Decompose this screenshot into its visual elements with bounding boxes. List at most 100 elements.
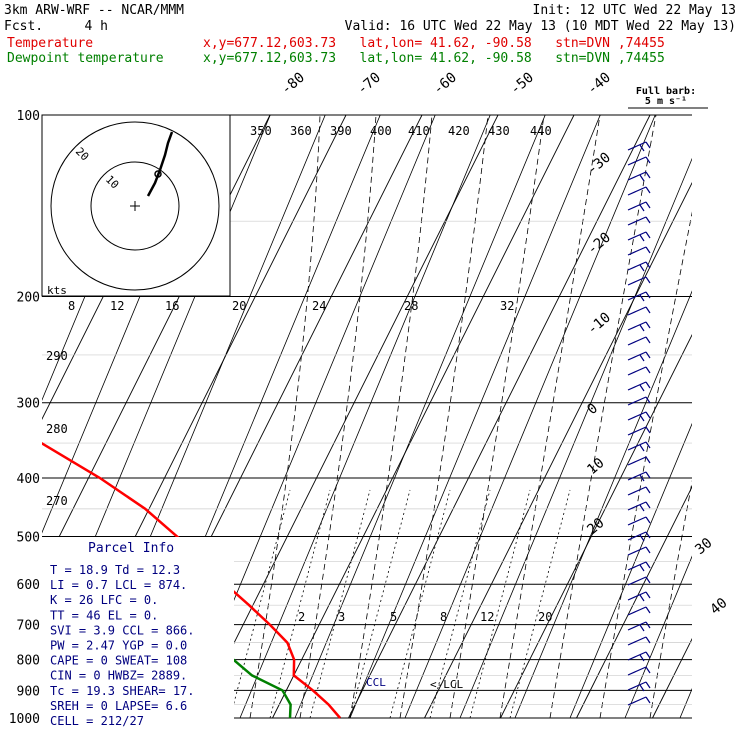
theta-tick-label: 390 — [330, 124, 352, 138]
mixing-ratio-line — [429, 489, 491, 719]
moist-adiabat-line — [449, 115, 545, 719]
mixing-ratio-line — [269, 489, 331, 719]
hodograph-center-mark — [130, 201, 140, 211]
series-dewpoint-line — [42, 538, 292, 719]
theta-tick-label: 440 — [530, 124, 552, 138]
temperature-tick-label: -40 — [584, 70, 614, 99]
wind-barb — [627, 621, 651, 632]
wind-barb — [627, 171, 651, 182]
storm-motion-marker — [154, 170, 162, 178]
wind-barb — [627, 426, 651, 436]
wind-barb — [627, 291, 651, 302]
legend-temperature: Temperature — [7, 36, 93, 51]
parcel-info-row: Tc = 19.3 SHEAR= 17. — [50, 684, 195, 698]
mixing-ratio-line — [349, 489, 411, 719]
mixing-ratio-tick-label: 24 — [312, 299, 326, 313]
mixing-ratio-tick-label: 16 — [165, 299, 179, 313]
wind-barb — [627, 261, 651, 272]
pressure-tick-label: 1000 — [9, 712, 40, 727]
pressure-tick-label: 200 — [17, 291, 40, 306]
barb-legend-title: Full barb: — [636, 86, 696, 97]
wind-barb — [627, 351, 651, 362]
temperature-tick-label: -10 — [584, 310, 614, 339]
dry-adiabat-line — [569, 422, 692, 719]
parcel-info-row: SVI = 3.9 CCL = 866. — [50, 623, 195, 637]
wind-barb — [627, 651, 651, 662]
wind-barb — [627, 516, 651, 526]
dewpoint-location-info: x,y=677.12,603.73 lat,lon= 41.62, -90.58… — [203, 51, 665, 66]
parcel-info-title: Parcel Info — [88, 541, 174, 556]
lcl-annotation: <-LCL — [430, 678, 463, 691]
theta-tick-label: 280 — [46, 422, 68, 436]
wind-barb — [627, 561, 651, 572]
parcel-info-row: CELL = 212/27 — [50, 714, 144, 728]
isotherm-line — [500, 333, 692, 719]
dry-adiabat-line — [624, 555, 692, 719]
ccl-annotation: CCL — [366, 676, 386, 689]
mixing-ratio-tick-label: 28 — [404, 299, 418, 313]
theta-tick-label: 360 — [290, 124, 312, 138]
dry-adiabat-line — [514, 290, 692, 719]
dry-adiabat-line — [459, 157, 692, 719]
temperature-tick-label: -70 — [354, 70, 384, 99]
isotherm-line — [196, 115, 499, 719]
moist-adiabat-line — [299, 115, 377, 719]
mixing-ratio-tick-label: 32 — [500, 299, 514, 313]
pressure-labels: 100 200 300 400 500 600 700 800 900 1000 — [9, 109, 40, 727]
wind-barb — [627, 501, 651, 512]
forecast-hour: 4 h — [85, 19, 108, 34]
parcel-info-panel: Parcel Info T = 18.9 Td = 12.3LI = 0.7 L… — [42, 537, 234, 729]
moist-adiabat-line — [649, 480, 692, 719]
parcel-info-row: CAPE = 0 SWEAT= 108 — [50, 654, 187, 668]
pressure-tick-label: 400 — [17, 472, 40, 487]
isotherm-line — [424, 181, 692, 719]
moist-adiabat-line — [499, 115, 601, 719]
hodograph-ring-inner — [90, 161, 180, 251]
temperature-tick-label: -20 — [584, 230, 614, 259]
model-title: 3km ARW-WRF -- NCAR/MMM — [4, 3, 184, 18]
isotherm-line — [576, 485, 692, 719]
hodograph-trace — [146, 131, 174, 197]
wind-barbs — [627, 141, 651, 706]
forecast-label: Fcst. — [4, 19, 43, 34]
moist-adiabat-line — [549, 115, 657, 719]
theta-tick-label: 400 — [370, 124, 392, 138]
wind-barb — [627, 471, 651, 482]
wind-barb — [627, 201, 651, 212]
mixing-ratio-tick-label: 20 — [538, 610, 552, 624]
temperature-tick-label: 10 — [584, 455, 607, 478]
theta-tick-label: 350 — [250, 124, 272, 138]
parcel-info-background — [42, 537, 234, 729]
hodograph-ring-outer — [50, 121, 220, 291]
wind-barb — [627, 681, 651, 692]
mixing-ratio-line — [469, 489, 531, 719]
temperature-location-info: x,y=677.12,603.73 lat,lon= 41.62, -90.58… — [203, 36, 665, 51]
moist-adiabat-line — [599, 211, 692, 719]
wind-barb — [627, 591, 651, 602]
pressure-tick-label: 500 — [17, 530, 40, 545]
pressure-tick-label: 900 — [17, 684, 40, 699]
wind-barb — [627, 456, 651, 466]
mixing-ratio-tick-label: 8 — [68, 299, 75, 313]
valid-time: Valid: 16 UTC Wed 22 May 13 (10 MDT Wed … — [345, 19, 736, 34]
barb-legend-value: 5 m s⁻¹ — [645, 96, 687, 107]
temperature-tick-label: 20 — [584, 515, 607, 538]
wind-barb — [627, 156, 651, 166]
pressure-tick-label: 700 — [17, 619, 40, 634]
pressure-tick-label: 600 — [17, 578, 40, 593]
mixing-ratio-line — [389, 489, 451, 719]
wind-barb — [627, 576, 651, 586]
theta-tick-label: 430 — [488, 124, 510, 138]
wind-barb — [627, 141, 651, 152]
wind-barb — [627, 231, 651, 242]
parcel-info-row: LI = 0.7 LCL = 874. — [50, 578, 187, 592]
mixing-ratio-tick-label: 12 — [110, 299, 124, 313]
parcel-info-row: SREH = 0 LAPSE= 6.6 — [50, 699, 187, 713]
parcel-info-row: PW = 2.47 YGP = 0.0 — [50, 639, 187, 653]
theta-tick-label: 410 — [408, 124, 430, 138]
hodograph-unit: kts — [47, 284, 67, 297]
wind-barb — [627, 531, 651, 542]
wind-barb — [627, 216, 651, 226]
